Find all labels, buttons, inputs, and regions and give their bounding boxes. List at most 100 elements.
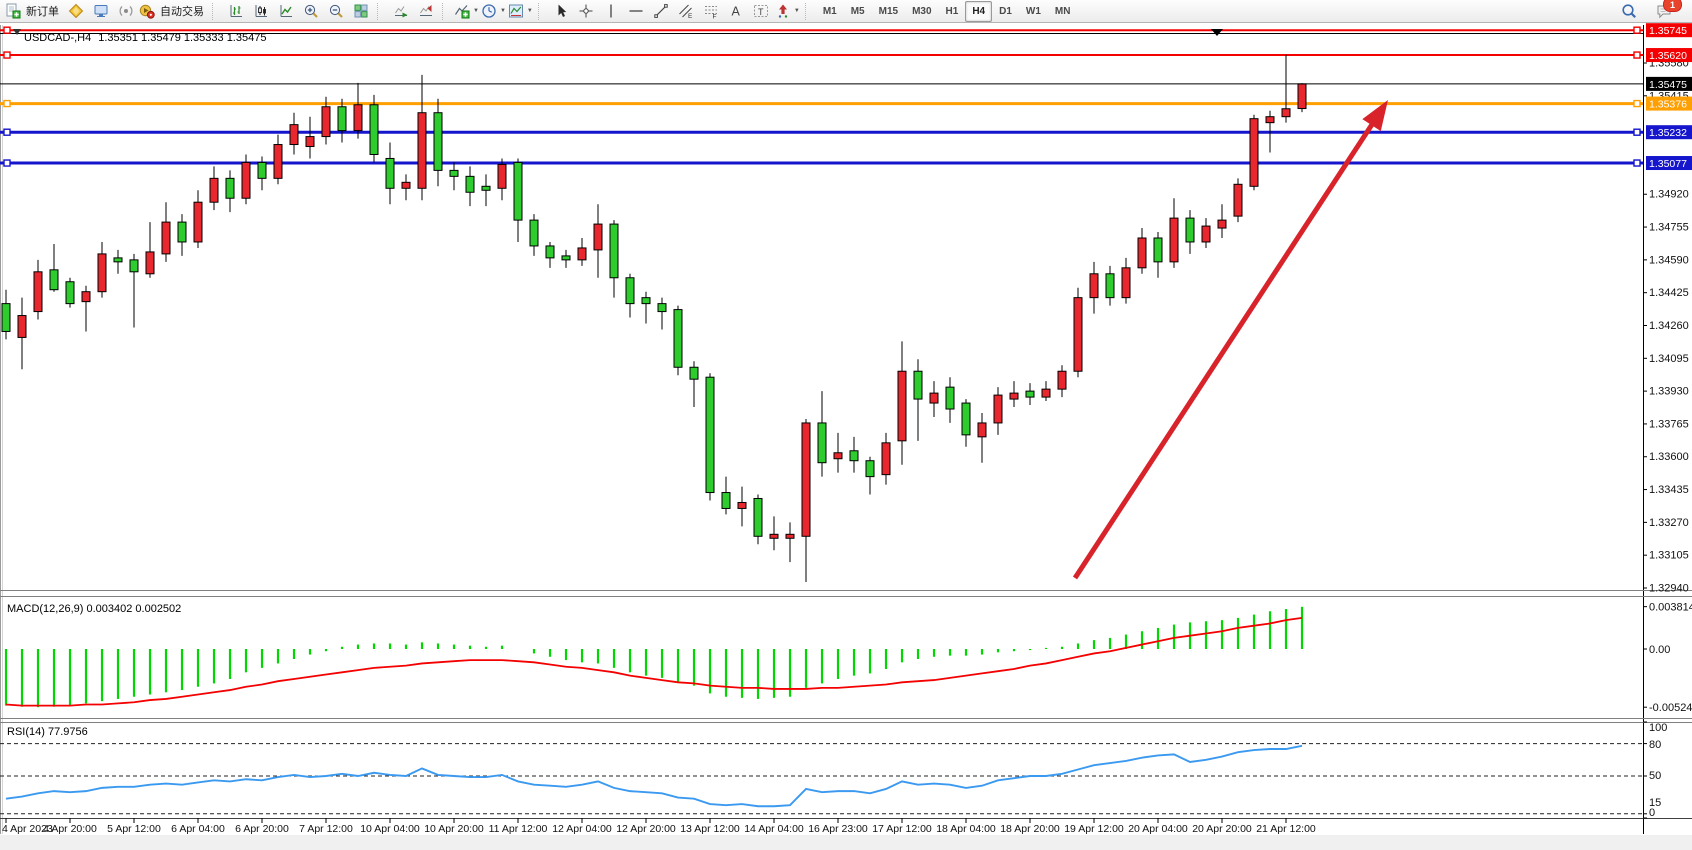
text-icon: A: [732, 5, 741, 19]
indicators-button[interactable]: ▼: [453, 0, 480, 22]
chart-shift-button[interactable]: [413, 0, 438, 22]
timeframe-button-mn[interactable]: MN: [1054, 5, 1071, 17]
indicators-icon: [455, 5, 470, 19]
candle-body: [785, 533, 795, 539]
candle-body: [529, 219, 539, 247]
line-handle[interactable]: [3, 26, 11, 34]
auto-scroll-button[interactable]: [388, 0, 413, 22]
candle-body: [753, 498, 763, 537]
chart-shift-marker[interactable]: [1211, 29, 1223, 36]
trendline-button[interactable]: [649, 0, 674, 22]
templates-button[interactable]: ▼: [507, 0, 534, 22]
toolbar-separator: [212, 2, 220, 20]
autotrading-icon: [139, 4, 155, 19]
text-button[interactable]: A: [724, 0, 749, 22]
timeframe-button-m1[interactable]: M1: [822, 5, 837, 17]
zoom-in-button[interactable]: [298, 0, 323, 22]
chat-button[interactable]: 1: [1651, 0, 1682, 22]
date-tick-label: 18 Apr 04:00: [936, 823, 996, 835]
candle-body: [833, 452, 843, 460]
candle-body: [33, 271, 43, 313]
candle-body: [353, 104, 363, 132]
candles: [1, 55, 1307, 583]
line-price-badge: 1.35376: [1646, 96, 1692, 111]
notification-badge: 1: [1663, 0, 1682, 12]
line-handle[interactable]: [1633, 159, 1641, 167]
cursor-button[interactable]: [549, 0, 574, 22]
timeframe-button-d1[interactable]: D1: [999, 5, 1012, 17]
zoom-out-button[interactable]: [323, 0, 348, 22]
timeframe-button-m5[interactable]: M5: [850, 5, 865, 17]
line-handle[interactable]: [3, 159, 11, 167]
crosshair-icon: [579, 4, 593, 18]
price-tick-label: 1.32940: [1649, 582, 1689, 594]
timeframe-button-m30[interactable]: M30: [912, 5, 932, 17]
candlestick-chart-button[interactable]: [248, 0, 273, 22]
candle-body: [1153, 237, 1163, 263]
bar-chart-button[interactable]: [223, 0, 248, 22]
periods-icon: [482, 4, 496, 18]
candle-body: [1041, 388, 1051, 398]
timeframe-button-w1[interactable]: W1: [1025, 5, 1041, 17]
vertical-line-button[interactable]: [599, 0, 624, 22]
svg-text:E: E: [688, 13, 693, 19]
signals-button[interactable]: [113, 0, 138, 22]
line-handle[interactable]: [1633, 99, 1641, 108]
line-chart-button[interactable]: [273, 0, 298, 22]
candle-body: [865, 460, 875, 478]
line-handle[interactable]: [3, 51, 11, 59]
text-label-button[interactable]: T: [749, 0, 774, 22]
price-tick-label: 1.34425: [1649, 287, 1689, 299]
candle-body: [1057, 370, 1067, 390]
fibonacci-button[interactable]: F: [699, 0, 724, 22]
svg-text:1.35376: 1.35376: [1649, 99, 1687, 111]
line-handle[interactable]: [3, 128, 11, 136]
candle-body: [145, 251, 155, 275]
metaeditor-button[interactable]: [63, 0, 88, 22]
timeframe-button-m15[interactable]: M15: [878, 5, 899, 17]
svg-text:F: F: [713, 14, 717, 20]
toolbar-right-group: 1: [1616, 0, 1692, 22]
new-order-button[interactable]: 新订单: [4, 0, 63, 22]
trend-arrow-annotation[interactable]: [1072, 100, 1388, 580]
svg-text:1.35475: 1.35475: [1649, 79, 1687, 91]
candle-body: [657, 303, 667, 313]
line-handle[interactable]: [3, 99, 11, 108]
one-click-trading-expander[interactable]: [13, 29, 21, 35]
periods-button[interactable]: ▼: [480, 0, 507, 22]
equidistant-channel-button[interactable]: E: [674, 0, 699, 22]
arrows-button[interactable]: ▼: [774, 0, 801, 22]
chevron-down-icon: ▼: [793, 8, 800, 14]
line-handle[interactable]: [1633, 51, 1641, 59]
candle-body: [337, 106, 347, 132]
timeframe-button-h1[interactable]: H1: [945, 5, 959, 17]
candle-body: [625, 277, 635, 305]
date-tick-label: 13 Apr 12:00: [680, 823, 740, 835]
horizontal-line-button[interactable]: [624, 0, 649, 22]
candle-body: [497, 163, 507, 189]
price-tick-label: 1.34590: [1649, 254, 1689, 266]
arrows-icon: [778, 4, 788, 18]
search-button[interactable]: [1616, 0, 1641, 22]
line-handle[interactable]: [1633, 128, 1641, 136]
crosshair-button[interactable]: [574, 0, 599, 22]
price-tick-label: 1.34260: [1649, 320, 1689, 332]
terminal-button[interactable]: [88, 0, 113, 22]
price-tick-label: 1.34095: [1649, 353, 1689, 365]
candle-body: [369, 104, 379, 155]
line-handle[interactable]: [1633, 26, 1641, 34]
toolbar-button-label: 新订单: [26, 6, 59, 18]
price-tick-label: 1.33930: [1649, 386, 1689, 398]
candle-body: [81, 291, 91, 303]
date-tick-label: 12 Apr 04:00: [552, 823, 612, 835]
timeframe-button-h4[interactable]: H4: [965, 0, 993, 22]
fibonacci-icon: F: [705, 6, 718, 20]
candle-body: [385, 157, 395, 189]
autotrading-button[interactable]: 自动交易: [138, 0, 208, 22]
candle-body: [289, 124, 299, 146]
rsi-axis-label: 80: [1649, 739, 1661, 751]
candle-body: [113, 257, 123, 263]
candle-body: [593, 223, 603, 251]
tile-windows-button[interactable]: [348, 0, 373, 22]
